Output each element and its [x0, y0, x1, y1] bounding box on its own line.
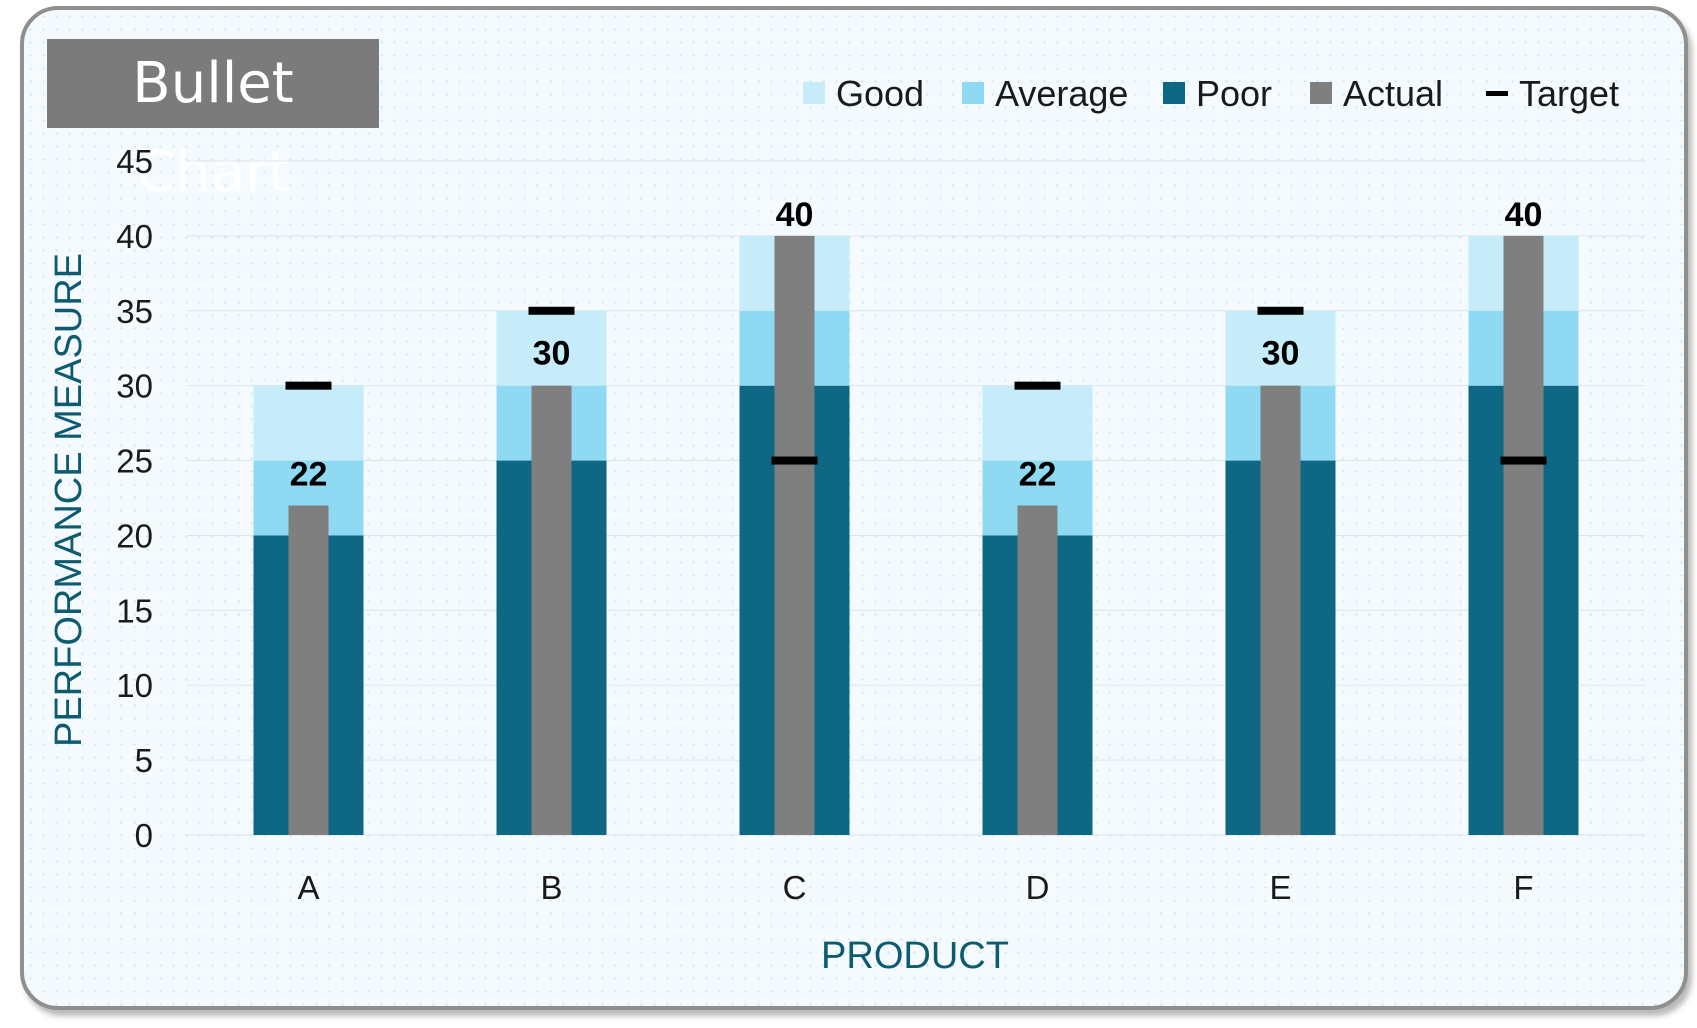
- x-category-label: A: [297, 869, 319, 906]
- data-label: 30: [533, 335, 571, 373]
- y-tick-label: 45: [116, 143, 153, 180]
- x-category-label: D: [1026, 869, 1050, 906]
- legend-swatch-poor: [1163, 82, 1185, 104]
- y-axis-title: PERFORMANCE MEASURE: [48, 253, 90, 747]
- actual-bar: [1017, 505, 1058, 835]
- actual-bar: [1260, 385, 1301, 835]
- y-tick-label: 5: [135, 742, 153, 779]
- y-tick-label: 35: [116, 293, 153, 330]
- x-category-label: C: [783, 869, 807, 906]
- legend-swatch-average: [962, 82, 984, 104]
- actual-bar: [774, 235, 815, 835]
- target-marker: [528, 306, 575, 315]
- plot-area: 22 30 40 22 30 40: [253, 196, 1579, 835]
- chart-title: Bullet Chart: [47, 39, 379, 205]
- chart-card: Bullet Chart: [20, 6, 1688, 1010]
- legend-label-average: Average: [995, 73, 1128, 114]
- legend-label-target: Target: [1519, 73, 1619, 114]
- actual-bar: [288, 505, 329, 835]
- data-label: 30: [1262, 335, 1300, 373]
- gridlines: [187, 160, 1645, 836]
- y-tick-label: 10: [116, 667, 153, 704]
- target-marker: [1257, 306, 1304, 315]
- good-band: [982, 385, 1093, 461]
- actual-bar: [531, 385, 572, 835]
- x-axis-categories: A B C D E F: [297, 869, 1533, 906]
- legend-label-good: Good: [836, 73, 924, 114]
- x-category-label: B: [540, 869, 562, 906]
- legend-swatch-good: [803, 82, 825, 104]
- x-category-label: F: [1513, 869, 1533, 906]
- data-label: 22: [1019, 455, 1057, 493]
- data-label: 40: [776, 196, 814, 234]
- y-tick-label: 20: [116, 517, 153, 554]
- y-tick-label: 0: [135, 817, 153, 854]
- legend-label-poor: Poor: [1196, 73, 1272, 114]
- good-band: [253, 385, 364, 461]
- target-marker: [1014, 381, 1061, 390]
- target-marker: [771, 456, 818, 465]
- legend: Good Average Poor Actual Target: [803, 73, 1619, 114]
- good-band: [1225, 310, 1336, 386]
- data-label: 22: [290, 455, 328, 493]
- y-tick-label: 40: [116, 218, 153, 255]
- data-label: 40: [1505, 196, 1543, 234]
- y-tick-label: 30: [116, 368, 153, 405]
- y-tick-label: 25: [116, 443, 153, 480]
- legend-marker-target: [1486, 91, 1508, 96]
- actual-bar: [1503, 235, 1544, 835]
- legend-swatch-actual: [1310, 82, 1332, 104]
- legend-label-actual: Actual: [1343, 73, 1443, 114]
- y-axis-ticks: 0 5 10 15 20 25 30 35 40 45: [116, 143, 153, 854]
- x-category-label: E: [1269, 869, 1291, 906]
- target-marker: [285, 381, 332, 390]
- target-marker: [1500, 456, 1547, 465]
- y-tick-label: 15: [116, 592, 153, 629]
- x-axis-title: PRODUCT: [821, 935, 1009, 977]
- good-band: [496, 310, 607, 386]
